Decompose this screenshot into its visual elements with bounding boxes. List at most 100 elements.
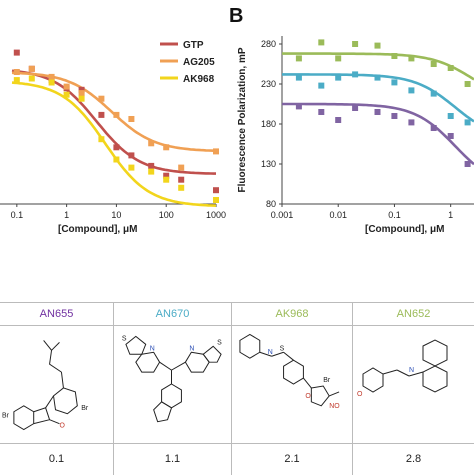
panel-a-chart: 0.1 1 10 100 1000 [Compound], μM GTP AG205 AK9…: [0, 40, 226, 235]
panel-a-data-point-0: [213, 187, 219, 194]
atom-s-ak968: S: [280, 345, 285, 352]
panel-b-data-point-0: [408, 55, 415, 62]
compound-name-an670: AN670: [114, 303, 231, 326]
compound-column-an670: AN670 S S N N 1.1: [114, 303, 232, 475]
panel-a-data-point-1: [98, 95, 105, 102]
compound-column-an655: AN655 O Br Br 0.1: [0, 303, 114, 475]
compound-column-an652: AN652 O N 2.8: [353, 303, 474, 475]
panel-b-data-point-0: [374, 42, 381, 49]
panel-a-data-point-2: [78, 95, 85, 102]
atom-no2-ak968: NO: [329, 403, 340, 410]
atom-o-an652: O: [357, 391, 363, 398]
panel-a-x-axis-title: [Compound], μM: [58, 224, 137, 235]
panel-a-x-tick-label: 100: [159, 210, 174, 220]
panel-b-y-tick-label: 230: [261, 79, 276, 89]
panel-a-data-point-2: [148, 168, 155, 175]
atom-n-ak968: N: [268, 349, 273, 356]
panel-b-y-tick-label: 280: [261, 39, 276, 49]
atom-s-an670-right: S: [217, 339, 222, 346]
panel-b-data-point-1: [352, 71, 359, 78]
panel-b-data-point-0: [447, 65, 454, 71]
panel-a-data-point-2: [178, 184, 185, 191]
panel-b-data-point-2: [295, 103, 302, 110]
panel-b-x-tick-label: 0.1: [388, 210, 401, 220]
panel-b-data-point-1: [391, 79, 398, 86]
panel-a-data-point-0: [178, 176, 185, 183]
panel-b-data-point-2: [391, 113, 398, 119]
panel-a-data-point-0: [128, 152, 135, 159]
panel-b-data-point-2: [430, 125, 437, 131]
panel-a-data-point-1: [78, 90, 85, 97]
panel-b-data-point-0: [295, 55, 302, 62]
panel-a-data-point-0: [163, 172, 170, 179]
value-an670: 1.1: [114, 443, 231, 476]
panel-b-fit-curve-2: [282, 102, 474, 166]
panel-b-chart: B 80 130 180 230 280 0.001 0.01 0.1 1 Fluoresce…: [229, 5, 474, 235]
panel-b-x-tick-label: 0.001: [271, 210, 294, 220]
panel-a-data-point-2: [213, 197, 219, 203]
panel-a-data-point-1: [163, 144, 170, 151]
panel-a-data-point-0: [113, 144, 120, 151]
panel-b-data-point-2: [408, 119, 415, 126]
panel-b-data-point-2: [464, 161, 471, 167]
panel-b-data-point-1: [447, 113, 454, 119]
panel-a-data-point-2: [128, 164, 135, 171]
atom-br-ak968: Br: [323, 377, 331, 384]
compound-name-an655: AN655: [0, 303, 113, 326]
value-an655: 0.1: [0, 443, 113, 476]
legend-label-gtp: GTP: [183, 40, 204, 51]
structure-an652: O N: [353, 326, 474, 442]
structure-an655: O Br Br: [0, 326, 113, 442]
panel-b-x-tick-label: 0.01: [329, 210, 347, 220]
panel-a-data-point-1: [213, 148, 219, 155]
compound-name-an652: AN652: [353, 303, 474, 326]
panel-b-y-tick-label: 80: [266, 199, 276, 209]
atom-o-an655: O: [59, 423, 65, 430]
panel-b-x-axis-title: [Compound], μM: [365, 224, 444, 235]
panel-a-data-point-1: [128, 116, 135, 122]
panel-b-letter: B: [229, 5, 243, 27]
panel-a-data-point-2: [163, 176, 170, 183]
atom-n-an670-right: N: [189, 345, 194, 352]
panel-b-data-point-1: [318, 82, 325, 89]
legend-label-ak968: AK968: [183, 74, 215, 85]
panel-b-data-point-0: [464, 81, 471, 87]
panel-a-data-point-2: [13, 77, 20, 84]
panel-a-data-point-1: [28, 65, 35, 72]
panel-b-y-axis-title: Fluorescence Polarization, mP: [237, 47, 248, 192]
atom-br-an655-right: Br: [81, 405, 89, 412]
plots-canvas: 0.1 1 10 100 1000 [Compound], μM GTP AG205 AK9…: [0, 5, 474, 235]
panel-a-data-point-2: [63, 91, 70, 98]
panel-b-data-point-0: [352, 41, 359, 47]
panel-a-data-point-2: [98, 136, 105, 143]
panel-a-fit-curve-0: [11, 69, 216, 175]
panel-a-data-point-2: [28, 75, 35, 82]
panel-a-x-tick-label: 1: [64, 210, 69, 220]
panel-a-data-point-2: [113, 156, 120, 163]
panel-b-data-point-2: [374, 109, 381, 115]
panel-a-data-point-1: [178, 164, 185, 171]
panel-b-data-point-1: [464, 119, 471, 126]
panel-a-data-point-1: [113, 111, 120, 118]
atom-n-an670-left: N: [150, 345, 155, 352]
panel-a-data-point-0: [98, 111, 105, 118]
panel-b-fit-curve-0: [282, 52, 474, 81]
compound-column-ak968: AK968 S N Br NO O 2.1: [232, 303, 353, 475]
compound-name-ak968: AK968: [232, 303, 352, 326]
structure-ak968: S N Br NO O: [232, 326, 352, 442]
panel-b-x-tick-label: 1: [448, 210, 453, 220]
panel-a-x-tick-label: 1000: [206, 210, 226, 220]
panel-b-data-point-0: [335, 55, 342, 62]
panel-a-legend: GTP AG205 AK968: [160, 40, 215, 85]
panel-a-data-point-0: [78, 86, 85, 93]
atom-n-an652: N: [409, 367, 414, 374]
value-an652: 2.8: [353, 443, 474, 476]
panel-a-data-point-1: [13, 69, 20, 75]
atom-o-ak968: O: [305, 393, 311, 400]
panel-b-data-point-1: [295, 74, 302, 81]
compound-table: AN655 O Br Br 0.1 AN670: [0, 302, 474, 475]
value-ak968: 2.1: [232, 443, 352, 476]
panel-b-data-point-0: [391, 53, 398, 59]
panel-b-data-point-1: [408, 87, 415, 94]
panel-b-data-point-1: [374, 74, 381, 81]
